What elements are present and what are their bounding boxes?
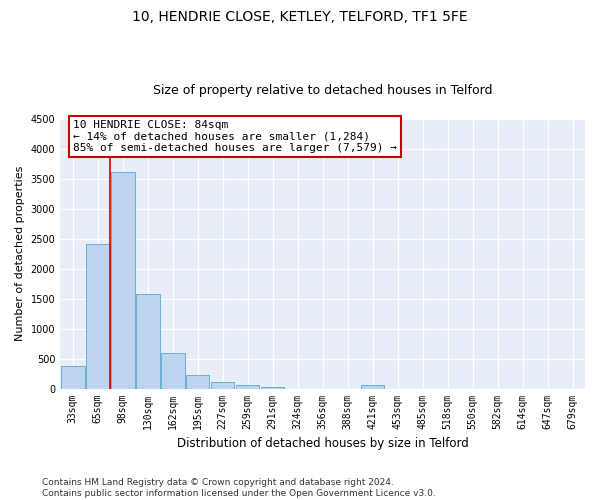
Bar — [136, 294, 160, 388]
Bar — [236, 385, 259, 388]
Bar — [161, 353, 185, 388]
Text: 10 HENDRIE CLOSE: 84sqm
← 14% of detached houses are smaller (1,284)
85% of semi: 10 HENDRIE CLOSE: 84sqm ← 14% of detache… — [73, 120, 397, 154]
Title: Size of property relative to detached houses in Telford: Size of property relative to detached ho… — [153, 84, 493, 97]
Bar — [261, 387, 284, 388]
Bar — [361, 386, 385, 388]
Bar — [211, 382, 235, 388]
Y-axis label: Number of detached properties: Number of detached properties — [15, 166, 25, 342]
Bar — [111, 172, 134, 388]
Text: Contains HM Land Registry data © Crown copyright and database right 2024.
Contai: Contains HM Land Registry data © Crown c… — [42, 478, 436, 498]
X-axis label: Distribution of detached houses by size in Telford: Distribution of detached houses by size … — [177, 437, 469, 450]
Bar — [61, 366, 85, 388]
Bar — [186, 375, 209, 388]
Text: 10, HENDRIE CLOSE, KETLEY, TELFORD, TF1 5FE: 10, HENDRIE CLOSE, KETLEY, TELFORD, TF1 … — [132, 10, 468, 24]
Bar — [86, 244, 110, 388]
